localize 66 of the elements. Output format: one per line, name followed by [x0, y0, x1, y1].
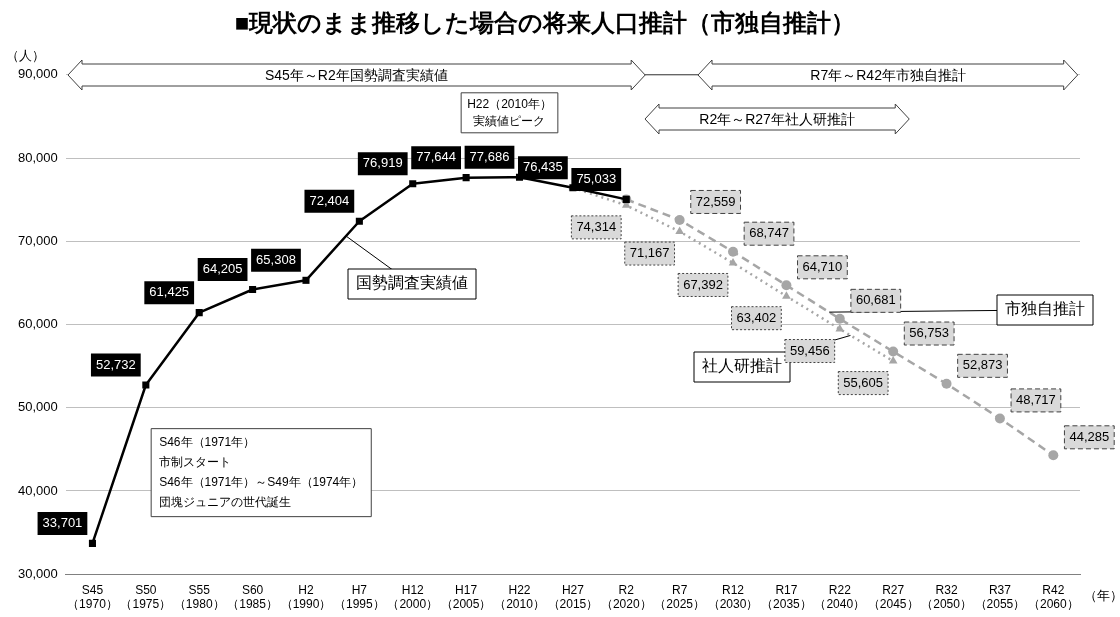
x-tick-label: R27 （2045）	[867, 582, 919, 612]
x-tick-label: H2 （1990）	[280, 582, 332, 612]
x-tick-label: H27 （2015）	[547, 582, 599, 612]
x-tick-label: R12 （2030）	[707, 582, 759, 612]
y-tick-label: 50,000	[18, 399, 58, 415]
x-tick-label: H22 （2010）	[494, 582, 545, 612]
annotation: R2年～R27年社人研推計	[699, 110, 855, 127]
annotation: 団塊ジュニアの世代誕生	[159, 494, 292, 509]
data-label: 76,435	[523, 159, 563, 175]
chart-title: ■現状のまま推移した場合の将来人口推計（市独自推計）	[234, 9, 856, 37]
y-tick-label: 40,000	[18, 482, 58, 498]
x-axis-title: （年）	[1084, 587, 1120, 603]
data-label: 33,701	[42, 514, 83, 530]
data-label: 75,033	[576, 170, 617, 186]
x-tick-label: S50 （1975）	[120, 582, 172, 612]
x-tick-label: H7 （1995）	[334, 582, 385, 612]
data-label: 52,732	[95, 356, 136, 372]
x-tick-label: R37 （2055）	[974, 582, 1026, 612]
data-label: 72,404	[309, 192, 350, 208]
x-tick-label: R2 （2020）	[600, 582, 652, 612]
y-tick-label: 90,000	[18, 66, 58, 82]
y-tick-label: 80,000	[18, 149, 58, 165]
x-tick-label: S60 （1985）	[227, 582, 278, 612]
data-label: 64,205	[202, 261, 243, 277]
x-tick-label: R42 （2060）	[1027, 582, 1079, 612]
x-tick-label: S55 （1980）	[173, 582, 225, 612]
data-label: 72,559	[695, 193, 736, 209]
text: 国勢調査実績値	[356, 274, 468, 292]
annotation: R7年～R42年市独自推計	[810, 66, 966, 83]
annotation: S46年（1971年）～S49年（1974年）	[159, 474, 364, 489]
y-tick-label: 60,000	[18, 316, 58, 332]
data-label: 52,873	[962, 357, 1003, 373]
annotation: S46年（1971年）	[159, 434, 256, 449]
data-label: 59,456	[789, 342, 830, 358]
x-tick-label: R7 （2025）	[654, 582, 705, 612]
y-tick-label: 70,000	[18, 232, 58, 248]
data-label: 67,392	[683, 276, 723, 292]
annotation: S45年～R2年国勢調査実績値	[264, 66, 448, 83]
x-tick-label: S45 （1970）	[67, 582, 118, 612]
y-tick-label: 30,000	[18, 565, 58, 581]
annotation: H22（2010年）	[467, 96, 552, 111]
x-tick-label: H17 （2005）	[440, 582, 492, 612]
data-label: 61,425	[149, 284, 190, 300]
data-label: 76,919	[362, 155, 403, 171]
y-axis-title: （人）	[6, 48, 46, 64]
annotation: 市制スタート	[159, 454, 232, 469]
x-tick-label: R32 （2050）	[921, 582, 972, 612]
data-label: 44,285	[1069, 428, 1110, 444]
data-label: 68,747	[749, 225, 789, 241]
data-label: 65,308	[256, 251, 296, 267]
data-label: 71,167	[629, 245, 670, 261]
data-label: 55,605	[843, 374, 884, 390]
x-tick-label: H12 （2000）	[387, 582, 439, 612]
data-label: 64,710	[802, 258, 843, 274]
text: 社人研推計	[702, 357, 782, 375]
text: 市独自推計	[1005, 300, 1085, 318]
data-label: 77,686	[469, 148, 510, 164]
data-label: 60,681	[855, 292, 896, 308]
x-tick-label: R17 （2035）	[761, 582, 812, 612]
x-tick-label: R22 （2040）	[814, 582, 866, 612]
data-label: 56,753	[909, 325, 950, 341]
data-label: 63,402	[736, 309, 777, 325]
data-label: 77,644	[416, 149, 456, 165]
data-label: 48,717	[1016, 391, 1056, 407]
data-label: 74,314	[576, 218, 617, 234]
annotation: 実績値ピーク	[473, 113, 546, 128]
